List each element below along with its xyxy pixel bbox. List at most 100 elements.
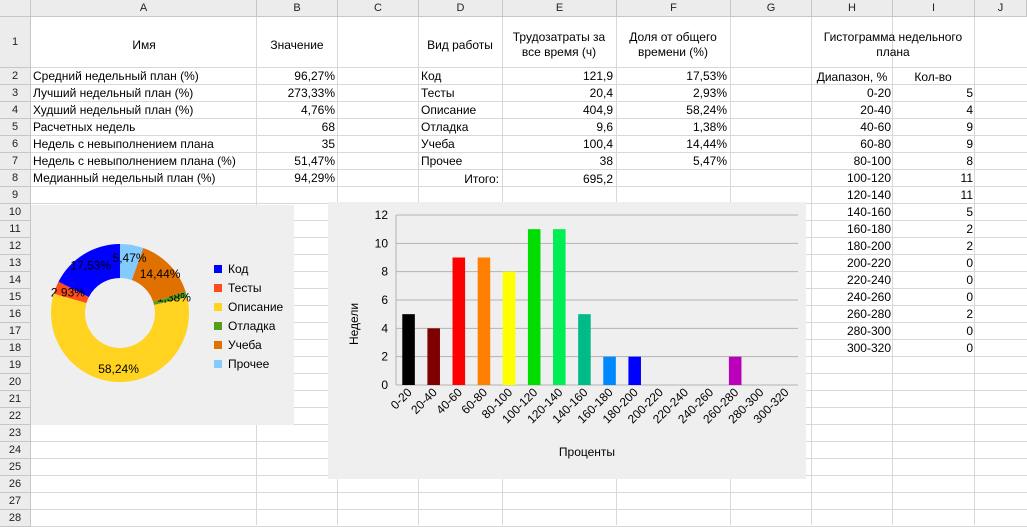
pie-slice-1[interactable] bbox=[58, 244, 120, 298]
histogram-range[interactable]: 260-280 bbox=[846, 307, 891, 321]
work-share[interactable]: 14,44% bbox=[686, 137, 727, 151]
stat-name[interactable]: Расчетных недель bbox=[33, 120, 136, 134]
histogram-range[interactable]: 0-20 bbox=[866, 86, 891, 100]
pie-chart[interactable]: 17,53% 2,93% 58,24% 1,38% 14,44% 5,47% Код Тес… bbox=[31, 205, 294, 425]
bar-2[interactable] bbox=[427, 328, 440, 385]
row-header-5[interactable]: 5 bbox=[0, 119, 31, 136]
histogram-range[interactable]: 40-60 bbox=[860, 120, 891, 134]
header-count[interactable]: Кол-во bbox=[914, 70, 952, 84]
histogram-count[interactable]: 0 bbox=[966, 290, 973, 304]
bar-6[interactable] bbox=[527, 229, 541, 385]
histogram-range[interactable]: 120-140 bbox=[846, 188, 891, 202]
row-header-17[interactable]: 17 bbox=[0, 323, 31, 340]
work-type[interactable]: Код bbox=[421, 69, 442, 83]
histogram-count[interactable]: 0 bbox=[966, 324, 973, 338]
pie-slice-4[interactable] bbox=[153, 291, 188, 305]
row-header-13[interactable]: 13 bbox=[0, 255, 31, 272]
header-range[interactable]: Диапазон, % bbox=[816, 70, 888, 84]
bar-14[interactable] bbox=[728, 356, 742, 385]
bar-4[interactable] bbox=[477, 257, 491, 386]
histogram-count[interactable]: 2 bbox=[966, 239, 973, 253]
row-header-16[interactable]: 16 bbox=[0, 306, 31, 323]
column-header-g[interactable]: G bbox=[731, 0, 812, 17]
row-header-10[interactable]: 10 bbox=[0, 204, 31, 221]
histogram-count[interactable]: 5 bbox=[966, 86, 973, 100]
column-header-i[interactable]: I bbox=[893, 0, 975, 17]
pie-slice-5[interactable] bbox=[131, 248, 186, 303]
row-header-3[interactable]: 3 bbox=[0, 85, 31, 102]
row-header-1[interactable]: 1 bbox=[0, 17, 31, 68]
total-value[interactable]: 695,2 bbox=[582, 172, 613, 186]
stat-name[interactable]: Средний недельный план (%) bbox=[33, 69, 199, 83]
header-histogram[interactable]: Гистограмма недельного плана bbox=[823, 30, 963, 59]
histogram-range[interactable]: 100-120 bbox=[846, 171, 891, 185]
histogram-count[interactable]: 11 bbox=[960, 171, 973, 185]
row-header-27[interactable]: 27 bbox=[0, 493, 31, 510]
pie-slice-2[interactable] bbox=[53, 281, 89, 304]
column-header-e[interactable]: E bbox=[503, 0, 617, 17]
bar-7[interactable] bbox=[553, 229, 566, 385]
histogram-count[interactable]: 8 bbox=[966, 154, 973, 168]
row-header-4[interactable]: 4 bbox=[0, 102, 31, 119]
stat-value[interactable]: 51,47% bbox=[294, 154, 335, 168]
histogram-range[interactable]: 60-80 bbox=[860, 137, 891, 151]
histogram-range[interactable]: 20-40 bbox=[860, 103, 891, 117]
work-type[interactable]: Тесты bbox=[421, 86, 455, 100]
row-header-26[interactable]: 26 bbox=[0, 476, 31, 493]
work-type[interactable]: Отладка bbox=[421, 120, 469, 134]
row-header-18[interactable]: 18 bbox=[0, 340, 31, 357]
work-share[interactable]: 5,47% bbox=[692, 154, 727, 168]
row-header-28[interactable]: 28 bbox=[0, 510, 31, 527]
work-share[interactable]: 17,53% bbox=[686, 69, 727, 83]
histogram-range[interactable]: 80-100 bbox=[853, 154, 891, 168]
work-share[interactable]: 1,38% bbox=[692, 120, 727, 134]
pie-slice-6[interactable] bbox=[120, 244, 144, 281]
row-header-14[interactable]: 14 bbox=[0, 272, 31, 289]
column-header-a[interactable]: A bbox=[31, 0, 257, 17]
row-header-7[interactable]: 7 bbox=[0, 153, 31, 170]
histogram-count[interactable]: 5 bbox=[966, 205, 973, 219]
histogram-range[interactable]: 220-240 bbox=[846, 273, 891, 287]
column-header-c[interactable]: C bbox=[338, 0, 419, 17]
row-header-15[interactable]: 15 bbox=[0, 289, 31, 306]
row-header-12[interactable]: 12 bbox=[0, 238, 31, 255]
bar-9[interactable] bbox=[603, 356, 616, 385]
histogram-count[interactable]: 9 bbox=[966, 137, 973, 151]
bar-5[interactable] bbox=[502, 271, 516, 385]
header-share[interactable]: Доля от общего времени (%) bbox=[629, 30, 717, 59]
work-share[interactable]: 58,24% bbox=[686, 103, 727, 117]
stat-value[interactable]: 4,76% bbox=[300, 103, 335, 117]
row-header-22[interactable]: 22 bbox=[0, 408, 31, 425]
bar-10[interactable] bbox=[628, 356, 641, 385]
histogram-range[interactable]: 160-180 bbox=[846, 222, 891, 236]
work-type[interactable]: Описание bbox=[421, 103, 477, 117]
stat-value[interactable]: 94,29% bbox=[294, 171, 335, 185]
row-header-2[interactable]: 2 bbox=[0, 68, 31, 85]
header-value[interactable]: Значение bbox=[270, 38, 324, 52]
work-hours[interactable]: 38 bbox=[599, 154, 613, 168]
row-header-25[interactable]: 25 bbox=[0, 459, 31, 476]
stat-name[interactable]: Медианный недельный план (%) bbox=[33, 171, 216, 185]
histogram-range[interactable]: 240-260 bbox=[846, 290, 891, 304]
histogram-count[interactable]: 2 bbox=[966, 307, 973, 321]
work-hours[interactable]: 404,9 bbox=[582, 103, 613, 117]
bar-3[interactable] bbox=[452, 257, 466, 386]
histogram-count[interactable]: 0 bbox=[966, 341, 973, 355]
header-hours[interactable]: Трудозатраты за все время (ч) bbox=[512, 30, 606, 59]
total-label[interactable]: Итого: bbox=[464, 172, 499, 186]
bar-8[interactable] bbox=[578, 314, 591, 385]
pie-slice-3[interactable] bbox=[51, 293, 190, 382]
row-header-6[interactable]: 6 bbox=[0, 136, 31, 153]
column-header-d[interactable]: D bbox=[419, 0, 503, 17]
histogram-count[interactable]: 11 bbox=[960, 188, 973, 202]
row-header-24[interactable]: 24 bbox=[0, 442, 31, 459]
work-hours[interactable]: 121,9 bbox=[582, 69, 613, 83]
work-type[interactable]: Учеба bbox=[421, 137, 455, 151]
histogram-count[interactable]: 9 bbox=[966, 120, 973, 134]
column-header-f[interactable]: F bbox=[617, 0, 731, 17]
header-work-type[interactable]: Вид работы bbox=[427, 38, 493, 52]
histogram-range[interactable]: 200-220 bbox=[846, 256, 891, 270]
histogram-count[interactable]: 0 bbox=[966, 273, 973, 287]
row-header-11[interactable]: 11 bbox=[0, 221, 31, 238]
histogram-range[interactable]: 280-300 bbox=[846, 324, 891, 338]
